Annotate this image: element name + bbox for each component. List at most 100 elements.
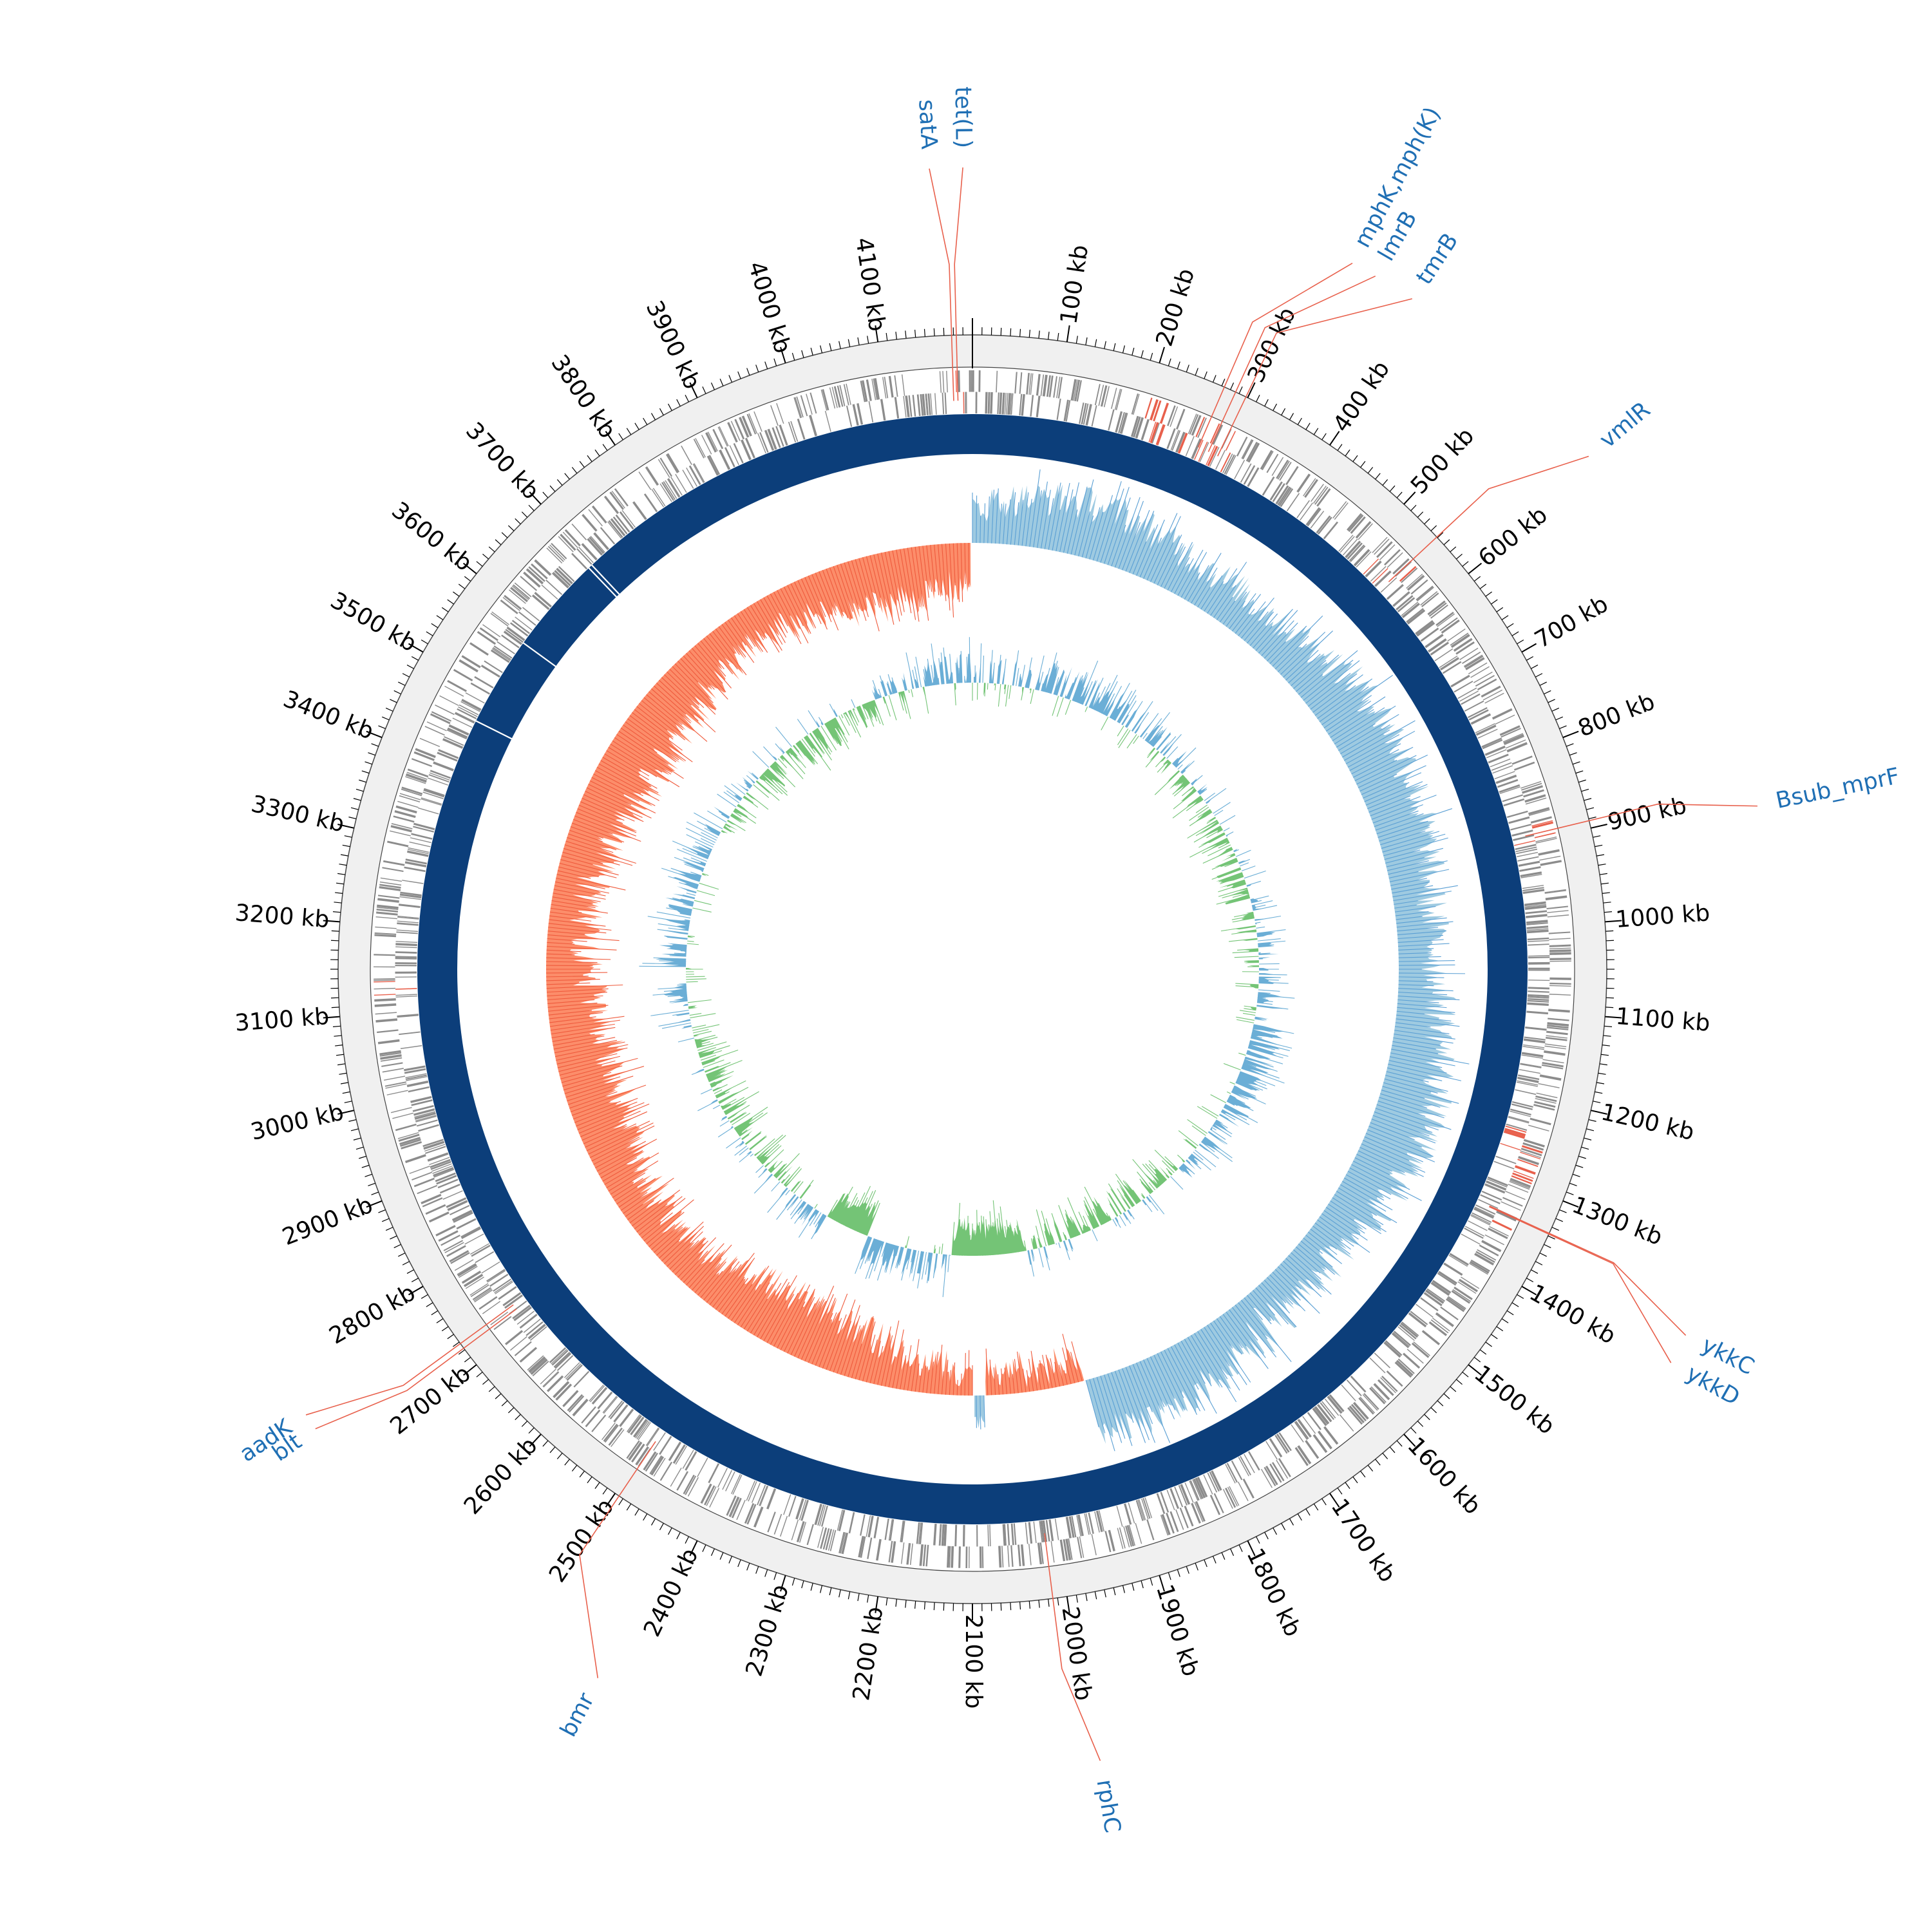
gc-content-spike [814,730,831,755]
minor-tick [594,1482,600,1489]
minor-tick [1417,511,1424,518]
gc-content-spike [694,900,712,905]
gc-content-spike [1164,1156,1179,1170]
gc-skew-spike [546,988,609,993]
gc-skew-spike [724,621,755,663]
scale-label: 200 kb [1151,265,1200,349]
gc-content-spike [1109,1203,1118,1217]
cds-feature [1503,1130,1525,1139]
minor-tick [1517,1294,1524,1299]
minor-tick [685,1536,689,1544]
gc-skew-spike [730,1265,770,1321]
cds-feature [1126,1525,1135,1547]
cds-feature [1549,938,1571,940]
minor-tick [1575,1164,1584,1168]
gc-skew-spike [1244,1297,1263,1320]
cds-feature [591,1387,608,1405]
gc-skew-spike [794,582,817,629]
cds-feature [659,1435,672,1455]
gc-content-spike [1009,1225,1014,1253]
cds-feature [682,1450,694,1469]
gene-leader-line [1197,262,1353,448]
minor-tick [1113,343,1116,351]
gc-skew-spike [880,553,891,594]
gc-skew-spike [656,683,699,721]
cds-feature [667,453,679,473]
minor-tick [905,330,907,339]
minor-tick [1551,1227,1560,1231]
cds-feature [1056,376,1061,399]
minor-tick [1511,631,1519,636]
gc-content-spike [1019,1230,1024,1251]
gc-content-spike [915,656,922,688]
gc-content-spike [776,1195,797,1220]
cds-feature [399,793,421,800]
gc-content-spike [694,1034,716,1041]
gc-content-spike [1070,1217,1079,1236]
gc-content-spike [690,857,706,864]
cds-feature [512,1304,531,1320]
cds-feature [1141,1498,1149,1520]
minor-tick [886,332,888,341]
cds-feature [1549,958,1571,960]
cds-feature [1527,1002,1549,1007]
cds-feature [1342,538,1358,556]
cds-feature [1520,1063,1542,1068]
gc-skew-spike [548,1005,609,1012]
gc-skew-spike [560,1057,638,1079]
cds-feature [458,706,478,717]
cds-feature [797,418,806,440]
gc-skew-spike [930,1361,934,1394]
cds-feature [949,1546,951,1568]
gc-content-spike [1218,873,1243,882]
cds-feature [1539,1074,1562,1081]
gc-content-spike [850,1186,871,1229]
cds-feature [585,1409,601,1428]
gc-content-spike [1253,1027,1276,1033]
minor-tick [1417,1421,1424,1427]
gc-skew-spike [780,588,809,644]
gc-content-spike [735,1141,744,1148]
cds-feature [1356,551,1372,568]
gc-skew-spike [960,543,963,602]
gc-content-spike [1043,667,1050,692]
cds-feature [1077,1537,1083,1558]
gc-content-spike [1146,712,1170,743]
gc-content-spike [809,1211,820,1226]
cds-feature [1189,1481,1198,1501]
gc-content-spike [706,1059,743,1075]
cds-feature [549,544,565,561]
cds-feature [562,1390,579,1408]
cds-feature [727,422,738,443]
cds-feature [1215,450,1226,470]
minor-tick [411,656,419,661]
cds-feature [1350,1403,1367,1422]
gc-skew-spike [1089,511,1104,560]
gc-skew-spike [1096,481,1122,562]
cds-feature [1522,889,1545,895]
cds-feature [493,1278,512,1292]
minor-tick [436,615,444,620]
minor-tick [1578,1155,1586,1159]
gc-skew-spike [900,1355,907,1390]
gc-skew-spike [1219,1316,1243,1349]
gc-content-spike [1108,1183,1126,1212]
gc-content-spike [775,726,792,747]
cds-feature [446,1197,467,1208]
cds-feature [526,1321,544,1336]
gc-content-spike [775,1153,800,1179]
minor-tick [441,1326,449,1332]
cds-feature [939,371,942,393]
cds-feature [1399,1324,1417,1340]
cds-feature [1486,749,1507,759]
cds-feature [450,1205,470,1216]
scale-label: 1700 kb [1326,1494,1401,1587]
cds-feature [1314,1406,1329,1425]
gc-content-spike [843,1197,858,1226]
gc-skew-spike [625,1204,643,1217]
cds-feature [1547,914,1569,918]
cds-feature [962,1524,965,1547]
gc-skew-spike [1247,611,1274,644]
gc-content-spike [1114,1217,1121,1228]
gc-content-spike [672,897,694,904]
